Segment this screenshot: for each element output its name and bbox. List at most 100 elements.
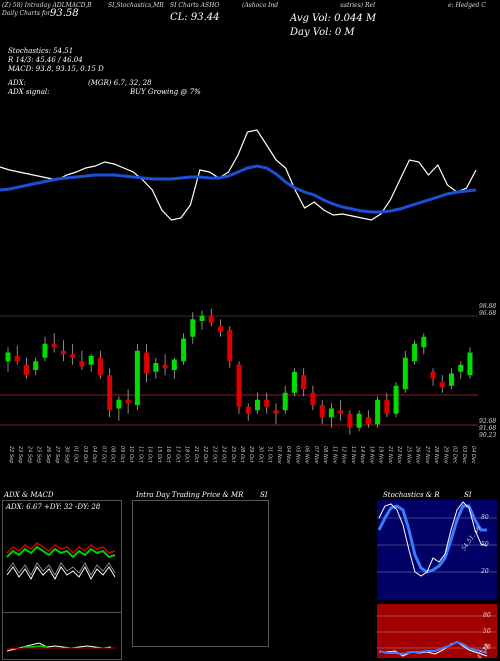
adx-macd-title: ADX & MACD (4, 491, 54, 499)
price-label-2: 91.68 (479, 425, 497, 432)
date-tick-label: 24 Oct (221, 446, 227, 464)
candle-body (245, 406, 251, 414)
date-tick-label: 24 Sep (26, 446, 32, 463)
date-tick-label: 22 Oct (202, 446, 208, 464)
candle-body (384, 399, 390, 414)
date-tick-label: 06 Nov (304, 446, 310, 465)
price-label-1: 92.68 (479, 418, 497, 425)
candle-body (218, 326, 224, 332)
date-tick-label: 17 Oct (174, 446, 180, 464)
date-tick-label: 27 Sep (54, 446, 60, 463)
macd-panel (2, 612, 122, 660)
date-tick-label: 22 Nov (396, 446, 402, 465)
date-tick-label: 09 Oct (119, 446, 125, 464)
date-tick-label: 12 Nov (341, 446, 347, 465)
candle-body (51, 343, 57, 348)
stochastic-line-chart (0, 129, 477, 221)
header-title: (Z) 58) Intraday ADLMACD,B (2, 2, 92, 9)
date-tick-label: 18 Oct (184, 446, 190, 464)
candle-body (375, 399, 381, 425)
date-tick-label: 07 Nov (313, 446, 319, 465)
candle-body (402, 357, 408, 390)
date-tick-label: 23 Sep (17, 446, 23, 463)
adx-lines (6, 542, 116, 581)
candle-body (181, 338, 187, 362)
date-tick-label: 01 Oct (73, 446, 79, 464)
candle-body (208, 315, 214, 323)
macd-readout: MACD: 93.8, 93.15, 0.15 D (8, 65, 104, 73)
rsi-level-80: 80 (483, 612, 491, 619)
date-tick-label: 18 Nov (368, 446, 374, 465)
date-tick-label: 26 Sep (45, 446, 51, 463)
candle-body (144, 352, 150, 374)
date-tick-label: 21 Oct (193, 446, 199, 464)
intraday-si: SI (260, 491, 268, 499)
candle-body (14, 356, 20, 362)
candle-body (60, 350, 66, 355)
price-label-top: 98.88 (479, 303, 497, 310)
rsi-lines (377, 615, 497, 657)
candle-body (421, 336, 427, 348)
rsi-panel: 80 50 20 47.28 (377, 604, 497, 661)
adx-signal-label: ADX signal: (8, 88, 50, 96)
candle-body (412, 343, 418, 362)
date-tick-label: 25 Nov (405, 446, 411, 465)
date-tick-label: 19 Nov (378, 446, 384, 465)
candle-body (356, 413, 362, 428)
rsi-level-50: 50 (483, 628, 491, 635)
candle-body (153, 363, 159, 372)
adx-label: ADX: (8, 79, 27, 87)
header-charts-label: SI Charts ASHO (170, 2, 220, 9)
adx-panel-values: ADX: 6.67 +DY: 32 -DY: 28 (6, 503, 101, 511)
date-tick-label: 21 Nov (387, 446, 393, 465)
date-tick-label: 28 Oct (239, 446, 245, 464)
candle-body (227, 329, 233, 362)
date-tick-label: 23 Oct (211, 446, 217, 464)
header-daily-label: Daily Charts for (2, 10, 51, 17)
date-tick-label: 29 Oct (248, 446, 254, 464)
header-hedged: e: Hedged C (448, 2, 486, 9)
candle-body (5, 352, 11, 362)
date-tick-label: 30 Sep (63, 446, 69, 463)
price-label-3: 90.23 (479, 432, 497, 439)
candle-body (449, 373, 455, 386)
date-tick-label: 07 Oct (100, 446, 106, 464)
candle-body (273, 410, 279, 414)
date-tick-label: 08 Nov (322, 446, 328, 465)
candle-body (439, 382, 445, 388)
date-tick-label: 02 Dec (452, 446, 458, 464)
date-tick-label: 14 Oct (147, 446, 153, 464)
candle-body (236, 364, 242, 407)
date-tick-label: 29 Nov (442, 446, 448, 465)
candle-body (42, 343, 48, 358)
macd-lines (6, 642, 115, 652)
candle-body (458, 364, 464, 372)
candle-body (264, 399, 270, 407)
date-tick-label: 13 Nov (350, 446, 356, 465)
candle-body (291, 371, 297, 393)
date-tick-label: 08 Oct (110, 446, 116, 464)
stochastics-readout: Stochastics: 54.51 (8, 47, 74, 55)
candle-body (301, 375, 307, 390)
date-tick-label: 15 Oct (156, 446, 162, 464)
candle-body (467, 352, 473, 376)
date-tick-label: 16 Oct (165, 446, 171, 464)
date-tick-label: 26 Nov (415, 446, 421, 465)
candle-body (319, 405, 325, 418)
stoch-panel-si: SI (464, 491, 472, 499)
candle-body (88, 356, 94, 365)
date-tick-label: 25 Oct (230, 446, 236, 464)
candle-body (171, 359, 177, 370)
date-tick-label: 22 Sep (8, 446, 14, 463)
date-tick-label: 10 Oct (128, 446, 134, 464)
price-label-top-2: 96.68 (479, 310, 497, 317)
adx-signal-value: BUY Growing @ 7% (130, 88, 201, 96)
date-tick-label: 11 Nov (331, 446, 337, 465)
date-tick-label: 11 Oct (137, 446, 143, 464)
candle-body (199, 315, 205, 321)
date-tick-label: 01 Nov (276, 446, 282, 465)
date-tick-label: 30 Oct (257, 446, 263, 464)
candle-body (116, 399, 122, 409)
adx-values: (MGR) 6.7, 32, 28 (88, 79, 152, 87)
candle-body (393, 385, 399, 414)
